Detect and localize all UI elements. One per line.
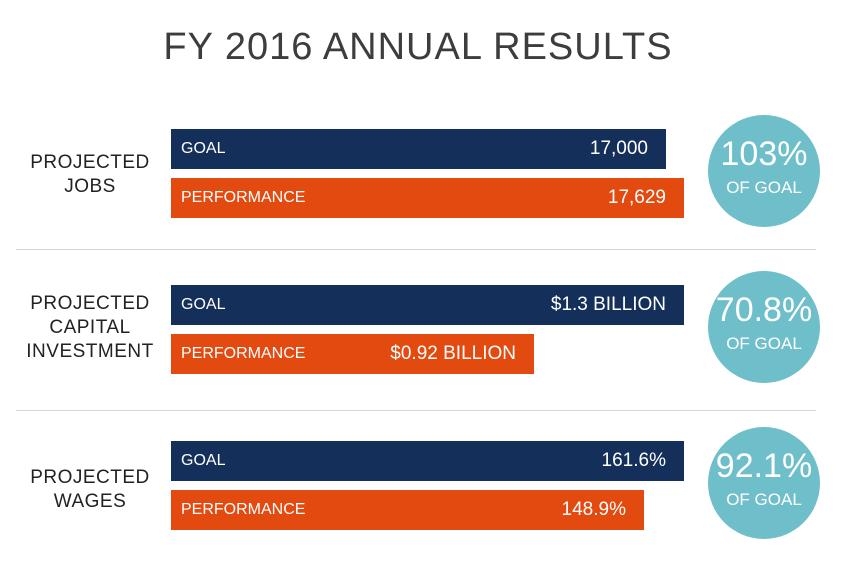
performance-bar: PERFORMANCE $0.92 BILLION — [171, 334, 534, 374]
badge-percent: 92.1% — [715, 447, 813, 485]
percent-of-goal-badge: 103% OF GOAL — [708, 115, 820, 227]
group-label-wages: PROJECTED WAGES — [16, 466, 164, 514]
badge-subtitle: OF GOAL — [726, 178, 802, 197]
performance-bar: PERFORMANCE 17,629 — [171, 178, 684, 218]
goal-bar-label: GOAL — [181, 296, 226, 313]
group-label-line: WAGES — [53, 491, 127, 512]
performance-bar-value: $0.92 BILLION — [390, 343, 516, 364]
percent-of-goal-badge: 92.1% OF GOAL — [708, 427, 820, 539]
section-divider — [16, 249, 816, 250]
badge-subtitle: OF GOAL — [726, 490, 802, 509]
performance-bar-label: PERFORMANCE — [181, 501, 306, 518]
goal-bar: GOAL 17,000 — [171, 129, 666, 169]
performance-bar-value: 148.9% — [561, 499, 626, 520]
page-title: FY 2016 ANNUAL RESULTS — [163, 26, 673, 68]
badge-percent: 103% — [720, 135, 808, 173]
badge-subtitle: OF GOAL — [726, 334, 802, 353]
group-label-line: INVESTMENT — [26, 341, 154, 362]
goal-bar-label: GOAL — [181, 452, 226, 469]
group-label-line: JOBS — [64, 176, 116, 197]
group-label-capital-investment: PROJECTED CAPITAL INVESTMENT — [16, 292, 164, 364]
group-label-line: PROJECTED — [30, 293, 150, 314]
goal-bar-value: 17,000 — [589, 138, 648, 159]
group-label-jobs: PROJECTED JOBS — [16, 151, 164, 199]
goal-bar-value: 161.6% — [601, 450, 666, 471]
badge-percent: 70.8% — [715, 291, 813, 329]
performance-bar-value: 17,629 — [607, 187, 666, 208]
goal-bar-value: $1.3 BILLION — [550, 294, 666, 315]
goal-bar-label: GOAL — [181, 140, 226, 157]
percent-of-goal-badge: 70.8% OF GOAL — [708, 271, 820, 383]
section-divider — [16, 410, 816, 411]
goal-bar: GOAL $1.3 BILLION — [171, 285, 684, 325]
group-label-line: PROJECTED — [30, 152, 150, 173]
performance-bar: PERFORMANCE 148.9% — [171, 490, 644, 530]
performance-bar-label: PERFORMANCE — [181, 189, 306, 206]
group-label-line: CAPITAL — [49, 317, 131, 338]
group-label-line: PROJECTED — [30, 467, 150, 488]
goal-bar: GOAL 161.6% — [171, 441, 684, 481]
performance-bar-label: PERFORMANCE — [181, 345, 306, 362]
